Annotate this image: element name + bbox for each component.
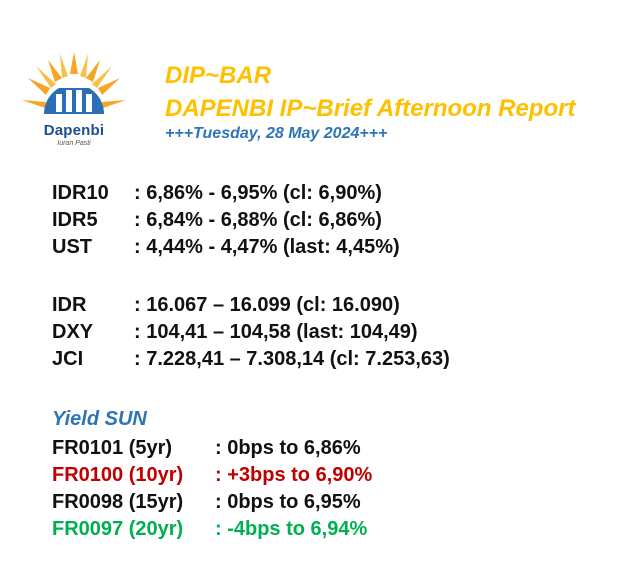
item-value: : 7.228,41 – 7.308,14 (cl: 7.253,63)	[134, 348, 450, 370]
bond-label: FR0097 (20yr)	[52, 518, 184, 540]
item-label: UST	[52, 236, 92, 258]
bond-change: : 0bps to 6,95%	[215, 491, 361, 513]
item-value: : 4,44% - 4,47% (last: 4,45%)	[134, 236, 400, 258]
item-value: : 16.067 – 16.099 (cl: 16.090)	[134, 294, 400, 316]
item-label: JCI	[52, 348, 84, 370]
bond-label: FR0100 (10yr)	[52, 464, 184, 486]
bond-change: : 0bps to 6,86%	[215, 437, 361, 459]
yield-sun-title: Yield SUN	[52, 408, 147, 430]
bond-change: : -4bps to 6,94%	[215, 518, 368, 540]
logo-brand: Dapenbi	[43, 122, 105, 139]
bond-change: : +3bps to 6,90%	[215, 464, 373, 486]
item-label: IDR10	[52, 182, 109, 204]
item-label: IDR5	[52, 209, 98, 231]
bond-label: FR0098 (15yr)	[52, 491, 184, 513]
report-date: +++Tuesday, 28 May 2024+++	[165, 125, 388, 142]
item-value: : 6,86% - 6,95% (cl: 6,90%)	[134, 182, 382, 204]
report-subtitle: DAPENBI IP~Brief Afternoon Report	[165, 95, 576, 122]
item-value: : 104,41 – 104,58 (last: 104,49)	[134, 321, 418, 343]
sun-building-icon	[22, 52, 126, 114]
item-label: DXY	[52, 321, 94, 343]
bond-label: FR0101 (5yr)	[52, 437, 173, 459]
logo-tagline: Iuran Pasti	[57, 140, 91, 147]
report-title: DIP~BAR	[165, 62, 272, 89]
dapenbi-logo: Dapenbi Iuran Pasti	[18, 48, 130, 153]
item-label: IDR	[52, 294, 87, 316]
item-value: : 6,84% - 6,88% (cl: 6,86%)	[134, 209, 382, 231]
